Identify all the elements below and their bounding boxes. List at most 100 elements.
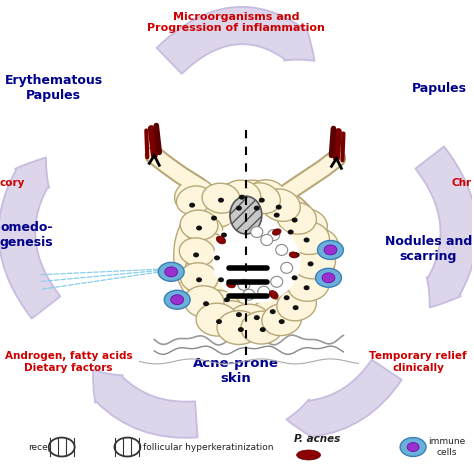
Ellipse shape xyxy=(173,180,328,329)
Ellipse shape xyxy=(273,229,281,235)
Ellipse shape xyxy=(261,235,273,246)
Ellipse shape xyxy=(243,289,255,300)
Ellipse shape xyxy=(251,299,291,330)
Ellipse shape xyxy=(214,255,220,260)
Ellipse shape xyxy=(295,228,338,263)
Ellipse shape xyxy=(322,273,335,283)
Ellipse shape xyxy=(218,198,224,203)
Ellipse shape xyxy=(236,312,242,317)
Ellipse shape xyxy=(180,210,218,240)
Ellipse shape xyxy=(221,233,227,237)
Ellipse shape xyxy=(224,297,230,302)
Ellipse shape xyxy=(297,450,320,460)
Text: P. acnes: P. acnes xyxy=(293,434,340,444)
Ellipse shape xyxy=(230,196,262,234)
Ellipse shape xyxy=(289,252,298,258)
Text: Papules: Papules xyxy=(412,82,467,95)
Ellipse shape xyxy=(259,198,265,203)
Ellipse shape xyxy=(223,180,261,210)
Ellipse shape xyxy=(198,193,240,227)
Ellipse shape xyxy=(194,234,234,266)
Ellipse shape xyxy=(308,261,313,266)
Ellipse shape xyxy=(292,251,335,284)
Ellipse shape xyxy=(288,268,329,301)
Ellipse shape xyxy=(171,295,183,305)
Ellipse shape xyxy=(270,290,307,320)
Ellipse shape xyxy=(260,327,266,332)
FancyArrowPatch shape xyxy=(156,7,315,74)
Ellipse shape xyxy=(218,277,224,283)
Ellipse shape xyxy=(174,179,214,211)
Text: receptor: receptor xyxy=(28,443,66,452)
Ellipse shape xyxy=(251,227,263,237)
Ellipse shape xyxy=(288,229,293,235)
Text: Microorganisms and
Progression of inflammation: Microorganisms and Progression of inflam… xyxy=(147,11,325,33)
Ellipse shape xyxy=(258,286,270,297)
Ellipse shape xyxy=(236,206,242,210)
Ellipse shape xyxy=(164,290,190,309)
Ellipse shape xyxy=(239,195,245,200)
Ellipse shape xyxy=(49,438,74,456)
FancyArrowPatch shape xyxy=(0,157,60,319)
Text: follicular hyperkeratinization: follicular hyperkeratinization xyxy=(143,443,274,452)
Ellipse shape xyxy=(293,253,300,257)
Ellipse shape xyxy=(238,327,244,332)
Ellipse shape xyxy=(254,315,260,320)
Ellipse shape xyxy=(292,275,298,280)
Ellipse shape xyxy=(189,203,195,208)
Text: immune
cells: immune cells xyxy=(428,438,465,457)
Ellipse shape xyxy=(176,186,212,214)
Ellipse shape xyxy=(217,310,261,345)
Ellipse shape xyxy=(196,226,202,230)
Ellipse shape xyxy=(270,309,276,314)
FancyArrowPatch shape xyxy=(286,360,401,438)
Text: Acne-prone
skin: Acne-prone skin xyxy=(193,357,279,385)
Ellipse shape xyxy=(238,279,250,290)
Ellipse shape xyxy=(250,180,287,210)
Text: omedo-
genesis: omedo- genesis xyxy=(0,220,54,249)
Ellipse shape xyxy=(279,319,285,324)
Ellipse shape xyxy=(316,268,341,287)
Ellipse shape xyxy=(277,289,316,321)
Ellipse shape xyxy=(262,304,301,336)
Ellipse shape xyxy=(211,216,217,220)
Ellipse shape xyxy=(254,206,260,210)
Text: Erythematous
Papules: Erythematous Papules xyxy=(5,74,103,102)
Ellipse shape xyxy=(277,202,317,234)
Text: cory: cory xyxy=(0,178,26,188)
Ellipse shape xyxy=(269,291,278,299)
Ellipse shape xyxy=(114,438,140,456)
Ellipse shape xyxy=(268,229,280,240)
Ellipse shape xyxy=(196,277,202,283)
Ellipse shape xyxy=(269,194,308,227)
Ellipse shape xyxy=(196,303,238,336)
Ellipse shape xyxy=(185,215,223,245)
Ellipse shape xyxy=(179,238,215,266)
Ellipse shape xyxy=(292,245,336,279)
Ellipse shape xyxy=(303,285,310,290)
Ellipse shape xyxy=(210,301,252,335)
Ellipse shape xyxy=(271,276,283,287)
Ellipse shape xyxy=(243,183,280,213)
Ellipse shape xyxy=(288,221,329,255)
Ellipse shape xyxy=(165,267,178,277)
Ellipse shape xyxy=(283,295,290,300)
Ellipse shape xyxy=(318,240,343,259)
Ellipse shape xyxy=(261,189,301,221)
Ellipse shape xyxy=(193,253,199,257)
Ellipse shape xyxy=(281,263,292,273)
Ellipse shape xyxy=(286,209,328,242)
Ellipse shape xyxy=(227,282,235,288)
Ellipse shape xyxy=(400,438,426,456)
Text: Chr: Chr xyxy=(452,178,472,188)
Ellipse shape xyxy=(276,205,282,210)
Ellipse shape xyxy=(203,301,209,306)
Ellipse shape xyxy=(158,263,184,281)
Ellipse shape xyxy=(284,272,323,304)
Ellipse shape xyxy=(216,236,226,244)
Ellipse shape xyxy=(185,255,223,285)
Ellipse shape xyxy=(202,183,240,213)
Ellipse shape xyxy=(184,286,224,318)
Ellipse shape xyxy=(407,443,419,452)
Ellipse shape xyxy=(276,245,288,255)
